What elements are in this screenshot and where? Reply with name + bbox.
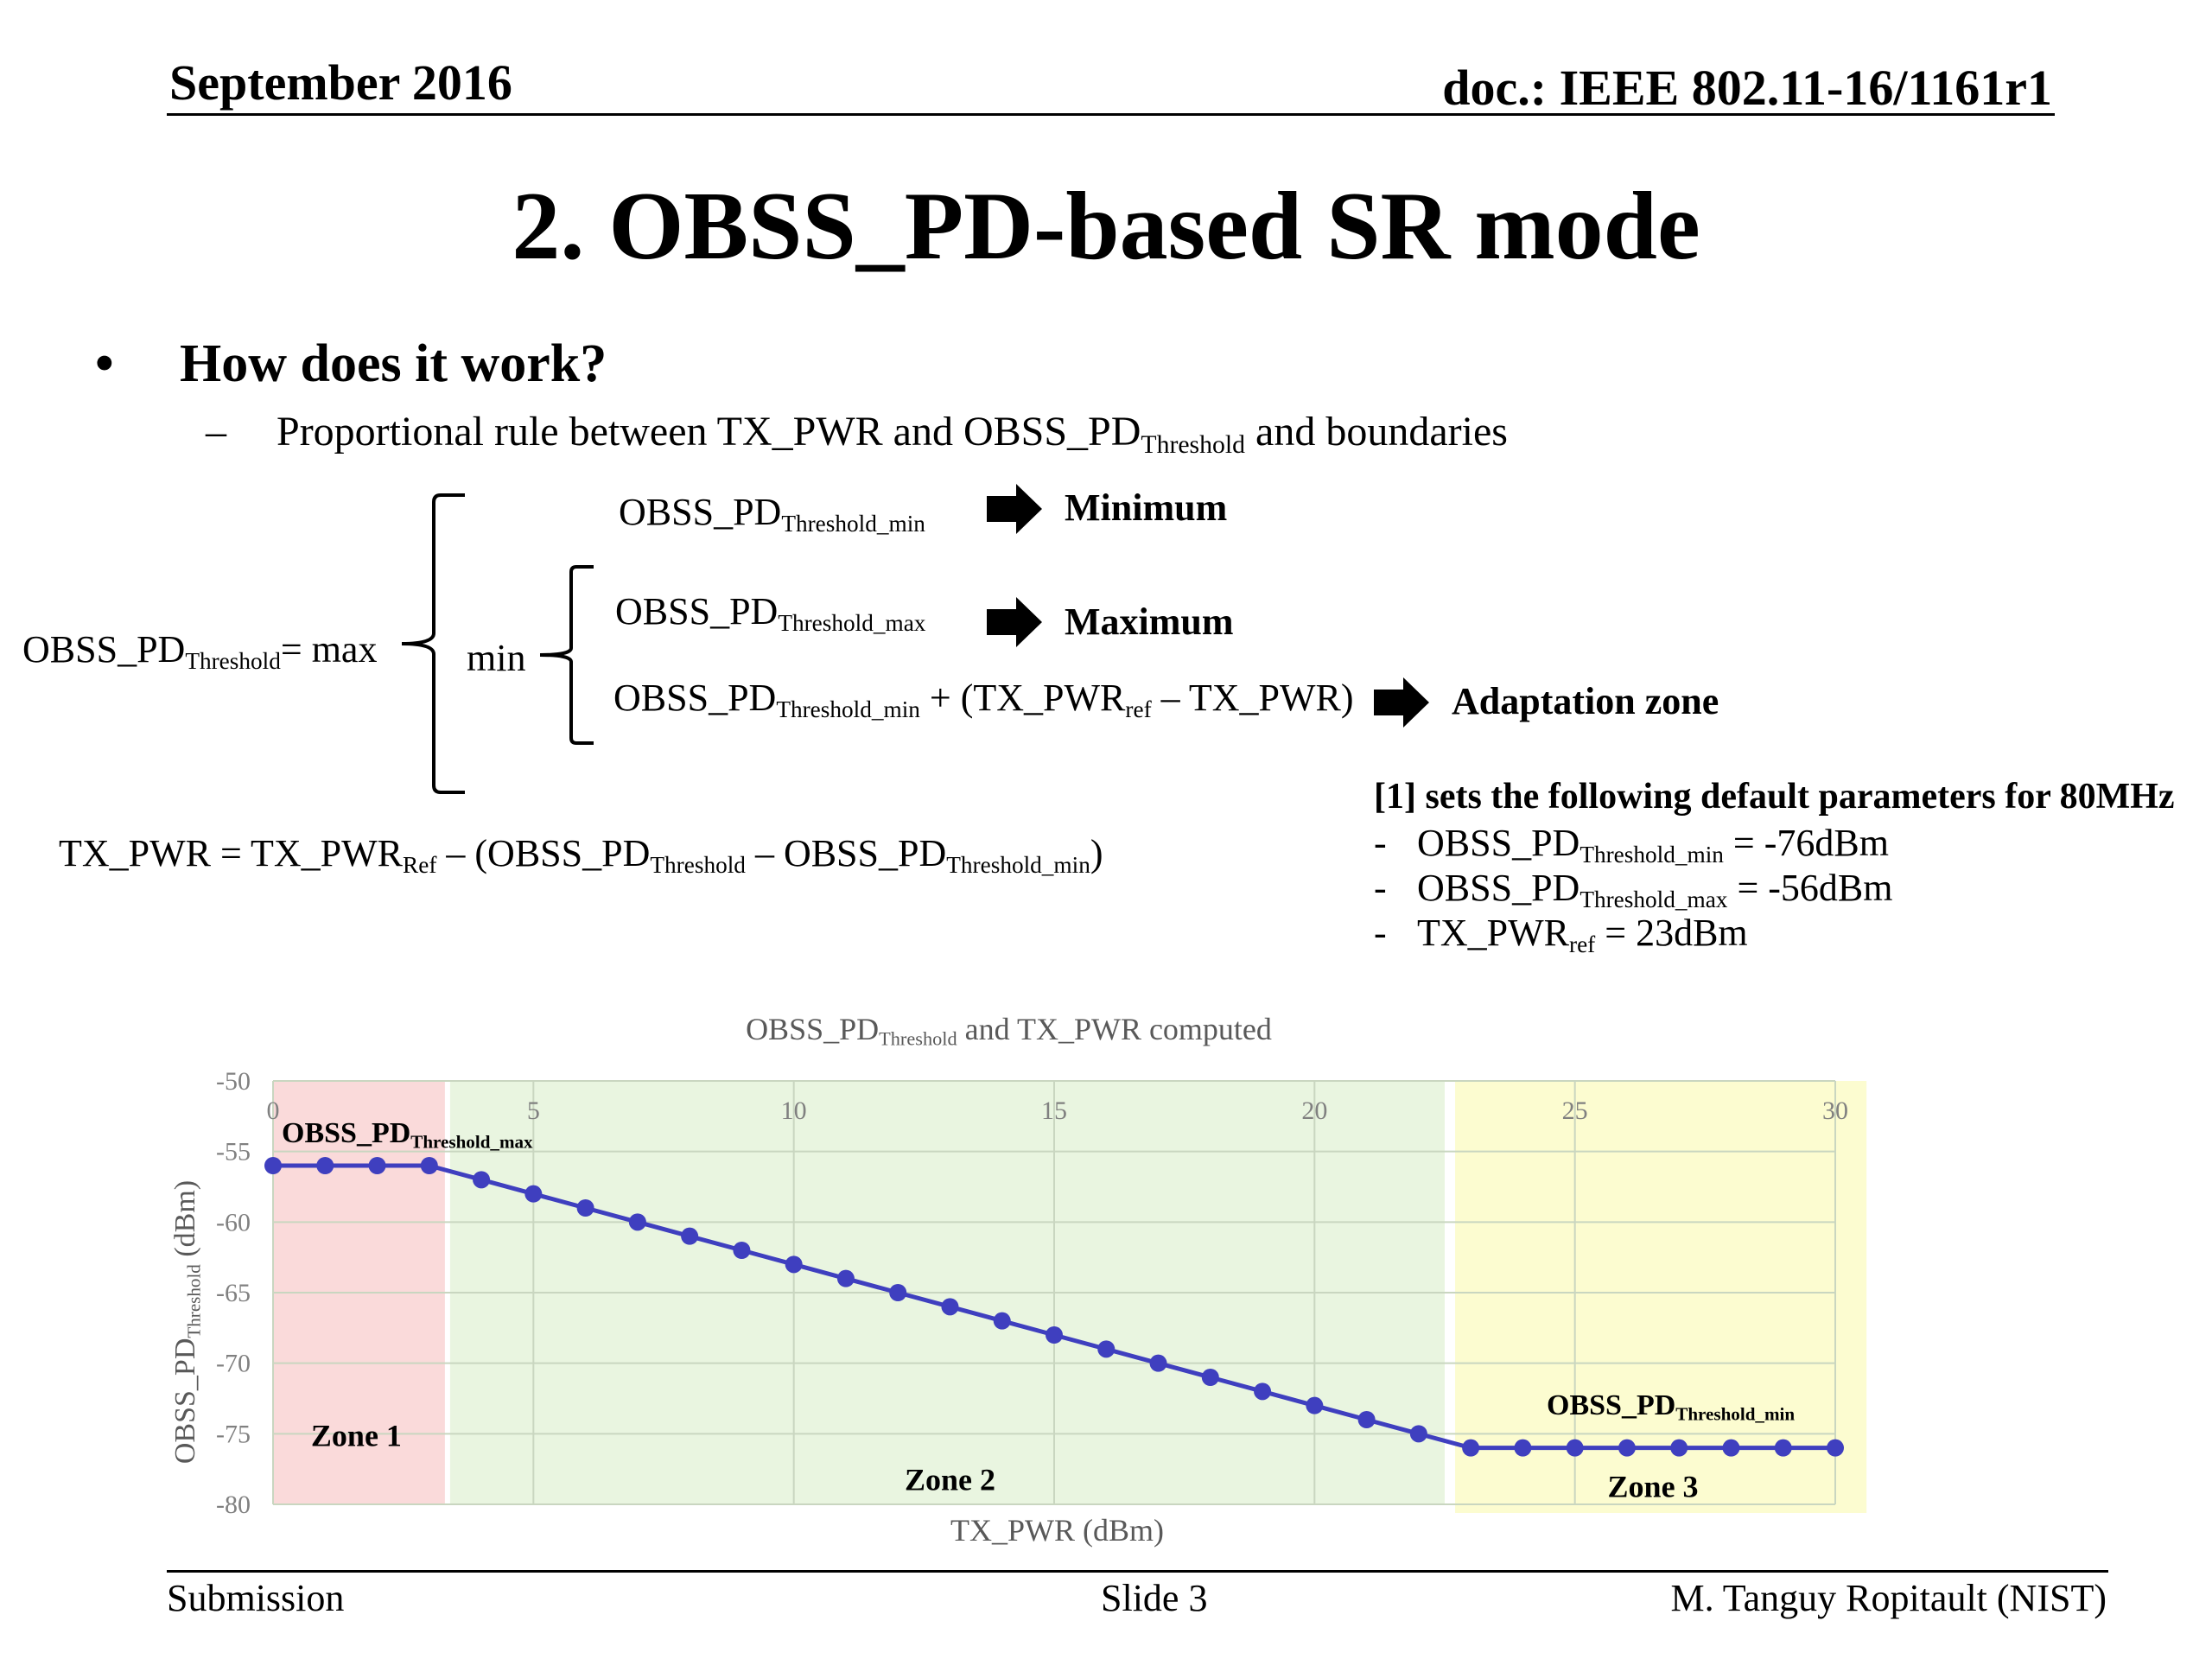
data-point	[1722, 1439, 1740, 1457]
data-point	[1409, 1425, 1427, 1443]
bullet-marker: •	[95, 334, 114, 393]
case-adaptation: OBSS_PDThreshold_min + (TX_PWRref – TX_P…	[613, 677, 1354, 723]
chart-ylabel: OBSS_PDThreshold (dBm)	[169, 1179, 205, 1465]
y-tick-label: -75	[216, 1420, 251, 1448]
footer-author: M. Tanguy Ropitault (NIST)	[1670, 1577, 2107, 1619]
case-threshold-max: OBSS_PDThreshold_max	[615, 590, 926, 637]
data-point	[681, 1227, 699, 1245]
label-adaptation-zone: Adaptation zone	[1452, 680, 1719, 722]
data-point	[1462, 1439, 1480, 1457]
arrow-right-icon	[987, 484, 1042, 534]
header-rule	[167, 113, 2055, 116]
defaults-item: - TX_PWRref = 23dBm	[1374, 912, 1748, 958]
arrow-right-icon	[1374, 677, 1429, 728]
formula-lhs: OBSS_PDThreshold= max	[22, 628, 378, 675]
data-point	[420, 1157, 438, 1174]
defaults-item: - OBSS_PDThreshold_min = -76dBm	[1374, 822, 1889, 868]
footer-slide-number: Slide 3	[1101, 1577, 1208, 1619]
x-tick-label: 15	[1041, 1096, 1067, 1125]
data-point	[368, 1157, 386, 1174]
data-point	[473, 1171, 491, 1189]
y-tick-label: -70	[216, 1350, 251, 1378]
annotation-threshold-min: OBSS_PDThreshold_min	[1547, 1389, 1796, 1425]
arrow-right-icon	[987, 597, 1042, 647]
header-date: September 2016	[169, 54, 512, 111]
bullet-text: How does it work?	[180, 334, 607, 393]
data-point	[1201, 1369, 1219, 1386]
data-point	[1097, 1340, 1116, 1358]
data-point	[264, 1157, 282, 1174]
footer-rule	[167, 1570, 2108, 1573]
annotation-threshold-max: OBSS_PDThreshold_max	[282, 1117, 533, 1153]
case-threshold-min: OBSS_PDThreshold_min	[619, 491, 925, 537]
data-point	[1254, 1382, 1272, 1401]
data-point	[1774, 1439, 1792, 1457]
x-tick-label: 20	[1301, 1096, 1327, 1125]
label-minimum: Minimum	[1065, 486, 1228, 529]
data-point	[993, 1312, 1011, 1330]
data-point	[1357, 1411, 1376, 1428]
txpwr-formula: TX_PWR = TX_PWRRef – (OBSS_PDThreshold –…	[59, 832, 1103, 879]
data-point	[628, 1213, 646, 1231]
data-point	[941, 1298, 959, 1316]
y-tick-label: -50	[216, 1067, 251, 1096]
data-point	[524, 1185, 543, 1203]
data-point	[733, 1242, 751, 1259]
zone-label: Zone 3	[1608, 1470, 1699, 1504]
y-tick-label: -65	[216, 1279, 251, 1307]
zone-label: Zone 2	[905, 1462, 995, 1497]
x-tick-label: 0	[267, 1096, 280, 1125]
defaults-item: - OBSS_PDThreshold_max = -56dBm	[1374, 867, 1893, 913]
data-point	[785, 1255, 803, 1274]
data-point	[576, 1199, 594, 1217]
y-tick-label: -60	[216, 1208, 251, 1236]
data-point	[1514, 1439, 1532, 1457]
data-point	[889, 1284, 907, 1301]
x-tick-label: 25	[1562, 1096, 1588, 1125]
subbullet-text: Proportional rule between TX_PWR and OBS…	[276, 409, 1508, 459]
data-point	[1670, 1439, 1688, 1457]
inner-brace	[539, 565, 594, 745]
footer-submission: Submission	[167, 1577, 345, 1619]
y-tick-label: -55	[216, 1138, 251, 1166]
formula-min-label: min	[467, 637, 526, 679]
data-point	[1618, 1439, 1636, 1457]
data-point	[1566, 1439, 1584, 1457]
zone-label: Zone 1	[311, 1418, 402, 1452]
x-tick-label: 30	[1822, 1096, 1848, 1125]
slide-title: 2. OBSS_PD-based SR mode	[512, 173, 1700, 280]
x-tick-label: 10	[781, 1096, 807, 1125]
label-maximum: Maximum	[1065, 601, 1234, 643]
subbullet-marker: –	[206, 409, 226, 454]
y-tick-label: -80	[216, 1491, 251, 1519]
chart-title: OBSS_PDThreshold and TX_PWR computed	[746, 1012, 1272, 1050]
data-point	[316, 1157, 334, 1174]
data-point	[1046, 1326, 1063, 1344]
outer-brace	[401, 493, 465, 794]
x-tick-label: 5	[527, 1096, 540, 1125]
data-point	[1149, 1354, 1167, 1372]
defaults-title: [1] sets the following default parameter…	[1374, 777, 2175, 817]
data-point	[1827, 1439, 1844, 1457]
data-point	[836, 1269, 855, 1287]
header-doc-id: doc.: IEEE 802.11-16/1161r1	[1442, 60, 2052, 116]
data-point	[1306, 1396, 1324, 1414]
chart-xlabel: TX_PWR (dBm)	[950, 1513, 1164, 1548]
